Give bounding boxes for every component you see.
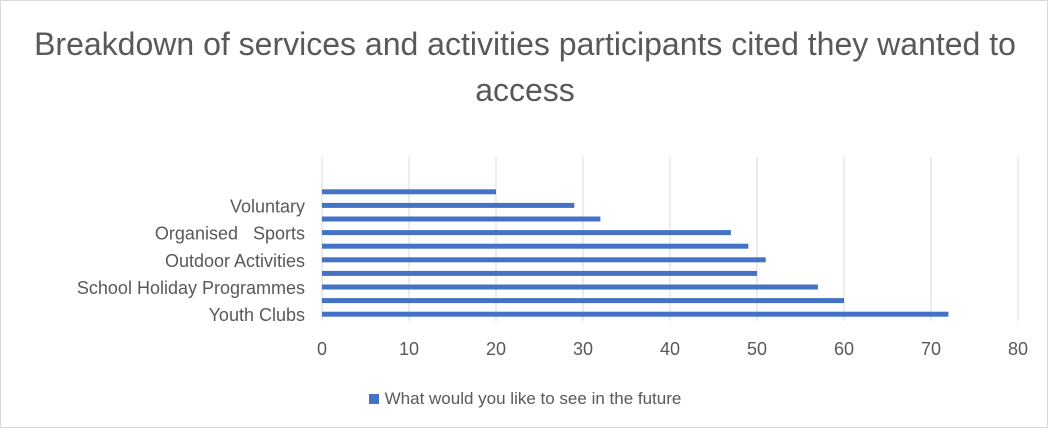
category-label: Voluntary: [230, 196, 305, 216]
bar: [322, 311, 949, 317]
chart-title: Breakdown of services and activities par…: [34, 26, 1016, 108]
bar: [322, 284, 818, 290]
x-tick-label: 70: [921, 339, 941, 359]
category-label: Youth Clubs: [209, 305, 305, 325]
category-label: School Holiday Programmes: [77, 278, 305, 298]
legend: What would you like to see in the future: [1, 389, 1048, 409]
bar: [322, 216, 601, 222]
x-tick-label: 30: [573, 339, 593, 359]
bar: [322, 202, 575, 208]
x-tick-label: 40: [660, 339, 680, 359]
x-tick-label: 10: [399, 339, 419, 359]
bar: [322, 189, 496, 195]
bar: [322, 298, 844, 304]
x-tick-label: 60: [834, 339, 854, 359]
legend-label: What would you like to see in the future: [384, 389, 682, 408]
bar: [322, 243, 749, 249]
x-tick-label: 50: [747, 339, 767, 359]
bar: [322, 270, 757, 276]
bar: [322, 257, 766, 263]
bar: [322, 230, 731, 236]
category-label: Outdoor Activities: [165, 251, 305, 271]
legend-swatch: [368, 394, 379, 404]
x-tick-label: 20: [486, 339, 506, 359]
x-tick-label: 0: [317, 339, 327, 359]
category-label: Organised Sports: [155, 224, 305, 244]
x-tick-label: 80: [1008, 339, 1028, 359]
